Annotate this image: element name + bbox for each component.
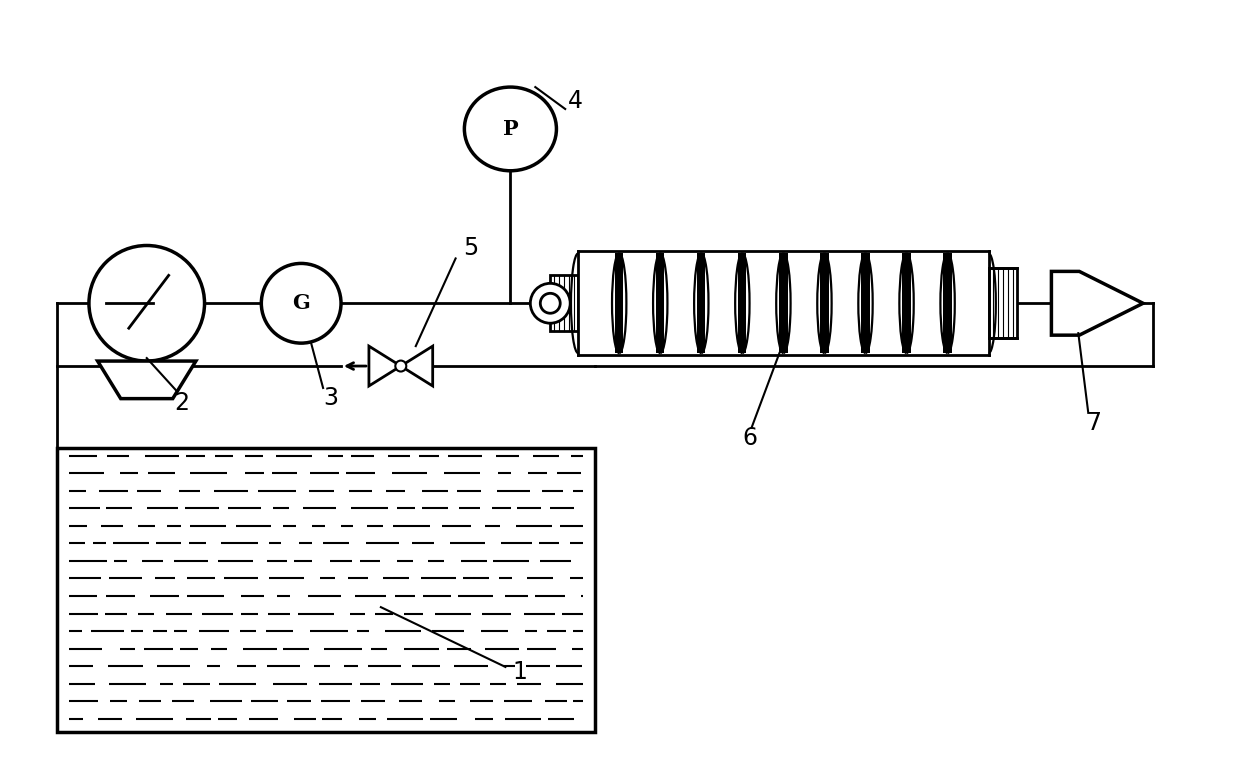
Text: 4: 4 <box>568 89 583 113</box>
Bar <box>825 253 866 353</box>
Bar <box>551 275 578 331</box>
Bar <box>578 253 619 353</box>
Text: 1: 1 <box>513 660 528 684</box>
Circle shape <box>396 361 407 371</box>
Text: G: G <box>293 293 310 313</box>
Bar <box>697 253 706 353</box>
Circle shape <box>262 264 341 343</box>
Bar <box>738 253 746 353</box>
Polygon shape <box>98 361 196 399</box>
Circle shape <box>531 283 570 323</box>
Bar <box>656 253 665 353</box>
Bar <box>903 253 910 353</box>
Bar <box>660 253 702 353</box>
Bar <box>702 253 743 353</box>
Circle shape <box>89 246 205 361</box>
Text: 2: 2 <box>174 391 190 415</box>
Ellipse shape <box>464 87 557 171</box>
Bar <box>743 253 784 353</box>
Polygon shape <box>401 346 433 386</box>
Polygon shape <box>1052 271 1143 335</box>
Bar <box>947 253 988 353</box>
Polygon shape <box>370 346 401 386</box>
Text: 5: 5 <box>463 236 479 261</box>
Circle shape <box>541 293 560 313</box>
Bar <box>862 253 869 353</box>
Text: 3: 3 <box>324 386 339 410</box>
Bar <box>988 268 1017 338</box>
Text: 6: 6 <box>742 426 758 449</box>
Bar <box>619 253 660 353</box>
Bar <box>821 253 828 353</box>
Bar <box>578 252 988 355</box>
Text: 7: 7 <box>1086 411 1101 435</box>
Bar <box>906 253 947 353</box>
Bar <box>944 253 951 353</box>
Bar <box>57 448 595 731</box>
Bar <box>866 253 906 353</box>
Bar <box>784 253 825 353</box>
Text: P: P <box>502 119 518 139</box>
Bar <box>779 253 787 353</box>
Bar <box>615 253 624 353</box>
